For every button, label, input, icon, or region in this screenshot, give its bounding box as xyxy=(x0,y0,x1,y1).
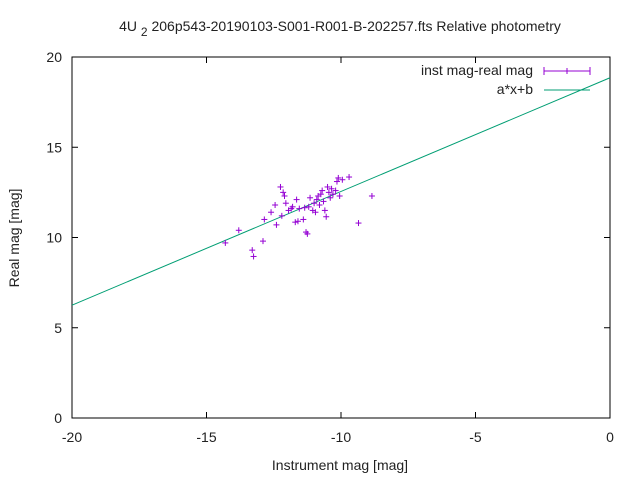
x-tick-label: -15 xyxy=(196,429,216,445)
data-point xyxy=(346,174,353,181)
data-point xyxy=(312,209,319,216)
x-axis-label: Instrument mag [mag] xyxy=(272,457,408,473)
data-point xyxy=(325,189,332,196)
data-point xyxy=(320,198,327,205)
data-point xyxy=(336,192,343,199)
title-subscript: 2 xyxy=(141,25,148,39)
data-point xyxy=(339,176,346,183)
data-point xyxy=(235,227,242,234)
data-point xyxy=(250,253,257,260)
data-point xyxy=(277,183,284,190)
data-point xyxy=(317,191,324,198)
data-point xyxy=(304,230,311,237)
chart-title: 4U 2 206p543-20190103-S001-R001-B-202257… xyxy=(119,18,561,39)
data-point xyxy=(319,187,326,194)
data-point xyxy=(281,192,288,199)
legend-points-sample xyxy=(543,67,591,75)
data-point xyxy=(282,200,289,207)
plot-frame xyxy=(71,56,611,419)
data-point xyxy=(278,212,285,219)
data-point xyxy=(311,200,318,207)
data-point xyxy=(222,239,229,246)
y-tick-label: 20 xyxy=(46,49,62,65)
data-point xyxy=(292,219,299,226)
data-point xyxy=(335,174,342,181)
x-tick-label: -5 xyxy=(469,429,482,445)
data-point xyxy=(301,204,308,211)
data-point xyxy=(305,203,312,210)
y-tick-label: 0 xyxy=(54,410,62,426)
fit-line-layer xyxy=(71,77,611,306)
data-point xyxy=(332,187,339,194)
data-point xyxy=(296,205,303,212)
data-point xyxy=(355,220,362,227)
data-point xyxy=(293,196,300,203)
data-point xyxy=(280,189,287,196)
title-prefix: 4U xyxy=(119,18,137,34)
data-point xyxy=(272,202,279,209)
data-point xyxy=(324,183,331,190)
x-tick-label: 0 xyxy=(606,429,614,445)
data-point xyxy=(261,216,268,223)
points-layer xyxy=(222,174,375,260)
data-point xyxy=(307,194,314,201)
data-point xyxy=(329,191,336,198)
data-point xyxy=(268,209,275,216)
data-point xyxy=(300,216,307,223)
data-point xyxy=(273,221,280,228)
data-point xyxy=(294,218,301,225)
data-point xyxy=(333,178,340,185)
y-tick-label: 15 xyxy=(46,139,62,155)
legend-label-fit: a*x+b xyxy=(497,81,533,97)
data-point xyxy=(328,185,335,192)
data-point xyxy=(368,192,375,199)
legend: inst mag-real mag a*x+b xyxy=(421,62,591,97)
data-point xyxy=(249,247,256,254)
data-point xyxy=(316,202,323,209)
x-tick-label: -10 xyxy=(331,429,351,445)
y-tick-label: 5 xyxy=(54,320,62,336)
y-axis-ticks: 0 5 10 15 20 xyxy=(46,49,610,426)
data-point xyxy=(259,238,266,245)
x-axis-ticks: -20 -15 -10 -5 0 xyxy=(62,57,614,445)
fit-line xyxy=(71,77,611,306)
data-point xyxy=(321,207,328,214)
y-tick-label: 10 xyxy=(46,230,62,246)
data-point xyxy=(327,194,334,201)
title-main: 206p543-20190103-S001-R001-B-202257.fts … xyxy=(151,18,560,34)
x-tick-label: -20 xyxy=(62,429,82,445)
legend-label-points: inst mag-real mag xyxy=(421,62,533,78)
data-point xyxy=(323,213,330,220)
data-point xyxy=(289,203,296,210)
data-point xyxy=(313,196,320,203)
y-axis-label: Real mag [mag] xyxy=(6,189,22,288)
